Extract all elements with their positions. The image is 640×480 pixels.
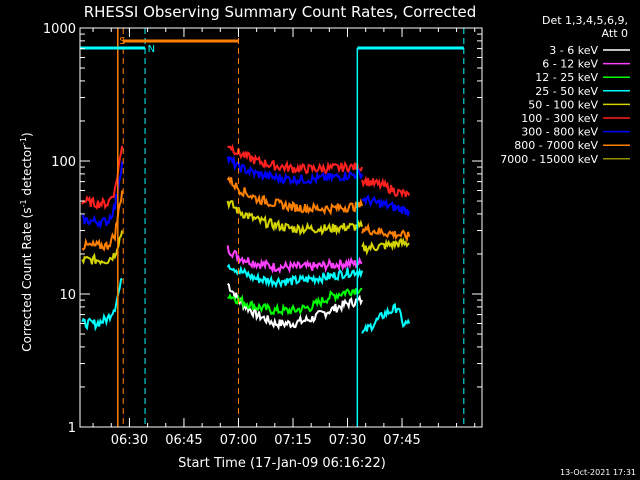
series-line-3-6-kev-seg-0 xyxy=(226,282,364,331)
plot-frame xyxy=(79,27,483,428)
legend-label-25-50-kev: 25 - 50 keV xyxy=(535,85,598,98)
series-line-800-7000-kev-seg-2 xyxy=(361,222,411,243)
series-line-800-7000-kev-seg-1 xyxy=(226,175,364,216)
series-line-300-800-kev-seg-1 xyxy=(226,155,364,187)
legend-label-100-300-kev: 100 - 300 keV xyxy=(521,112,598,125)
x-tick-label: 07:00 xyxy=(220,433,257,448)
y-tick-label: 1 xyxy=(68,421,76,436)
y-tick-label: 10 xyxy=(59,288,76,303)
x-tick-label: 06:30 xyxy=(111,433,148,448)
y-tick-label: 100 xyxy=(51,155,76,170)
legend-label-300-800-kev: 300 - 800 keV xyxy=(521,126,598,139)
y-axis-label: Corrected Count Rate (s-1 detector-1) xyxy=(19,132,34,351)
series-line-100-300-kev-seg-0 xyxy=(81,145,124,211)
legend-label-800-7000-kev: 800 - 7000 keV xyxy=(514,139,598,152)
x-tick-label: 07:45 xyxy=(383,433,420,448)
footer-timestamp: 13-Oct-2021 17:31 xyxy=(560,468,636,477)
legend-label-50-100-kev: 50 - 100 keV xyxy=(528,98,598,111)
series-line-800-7000-kev-seg-0 xyxy=(81,190,124,252)
legend-label-6-12-kev: 6 - 12 keV xyxy=(542,58,598,71)
x-tick-label: 07:15 xyxy=(274,433,311,448)
series-line-300-800-kev-seg-0 xyxy=(82,160,124,230)
x-axis-label: Start Time (17-Jan-09 06:16:22) xyxy=(178,456,386,471)
series-line-300-800-kev-seg-2 xyxy=(361,194,411,218)
annotation-saa: S xyxy=(119,36,125,47)
series-line-50-100-kev-seg-1 xyxy=(226,200,364,237)
legend-header-line1: Det 1,3,4,5,6,9, xyxy=(542,14,628,27)
plot-area: SN xyxy=(80,28,465,427)
axes: 1 10 100 1000 06:30 06:45 07:00 07:15 07:30 07:45 xyxy=(43,22,483,448)
series-line-12-25-kev-seg-0 xyxy=(227,287,363,317)
legend-header-line2: Att 0 xyxy=(602,27,628,40)
series-line-25-50-kev-seg-2 xyxy=(361,302,411,334)
y-tick-label: 1000 xyxy=(43,22,76,37)
series-line-25-50-kev-seg-1 xyxy=(226,263,364,289)
legend-label-7000-15000-kev: 7000 - 15000 keV xyxy=(500,153,598,166)
series-line-50-100-kev-seg-0 xyxy=(81,230,124,266)
series-line-100-300-kev-seg-2 xyxy=(361,175,411,199)
series-line-100-300-kev-seg-1 xyxy=(226,143,364,176)
legend-label-12-25-kev: 12 - 25 keV xyxy=(535,71,598,84)
x-tick-label: 07:30 xyxy=(329,433,366,448)
x-tick-label: 06:45 xyxy=(165,433,202,448)
series-line-6-12-kev-seg-0 xyxy=(226,245,363,275)
chart-title: RHESSI Observing Summary Count Rates, Co… xyxy=(84,3,477,21)
series-line-25-50-kev-seg-0 xyxy=(81,277,123,332)
legend: Det 1,3,4,5,6,9, Att 0 xyxy=(542,14,628,40)
legend-label-3-6-kev: 3 - 6 keV xyxy=(549,44,598,57)
series-line-50-100-kev-seg-2 xyxy=(361,237,410,256)
annotation-night: N xyxy=(148,44,155,55)
